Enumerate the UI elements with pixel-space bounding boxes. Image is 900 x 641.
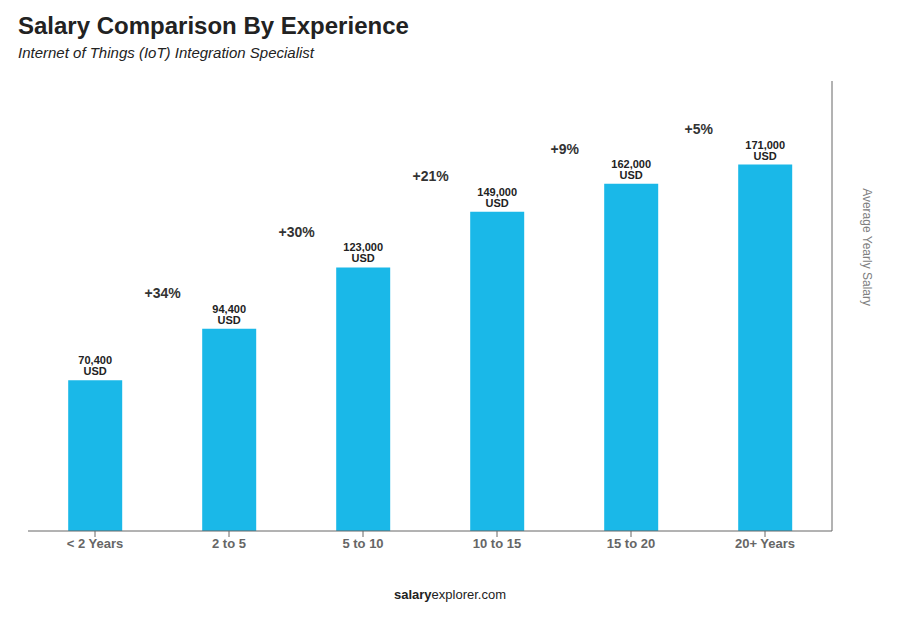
svg-text:2 to 5: 2 to 5 <box>212 536 246 551</box>
svg-text:+34%: +34% <box>145 285 182 301</box>
svg-text:+9%: +9% <box>550 141 579 157</box>
svg-text:10 to 15: 10 to 15 <box>473 536 521 551</box>
svg-text:+30%: +30% <box>279 224 316 240</box>
svg-text:123,000USD: 123,000USD <box>343 241 383 264</box>
svg-text:5 to 10: 5 to 10 <box>342 536 383 551</box>
html-text:Salary Comparison By Experienc: Salary Comparison By Experience <box>18 12 409 39</box>
svg-text:20+ Years: 20+ Years <box>735 536 795 551</box>
svg-text:171,000USD: 171,000USD <box>745 139 785 162</box>
svg-text:70,400USD: 70,400USD <box>78 354 112 377</box>
svg-text:+21%: +21% <box>413 168 450 184</box>
svg-text:15 to 20: 15 to 20 <box>607 536 655 551</box>
html-text:salary explorer.com: salary explorer.com <box>394 587 506 602</box>
svg-text:< 2 Years: < 2 Years <box>67 536 124 551</box>
svg-text:94,400USD: 94,400USD <box>212 303 246 326</box>
svg-text:Average Yearly Salary: Average Yearly Salary <box>860 188 874 306</box>
html-text:Internet of Things (IoT) Integ: Internet of Things (IoT) Integration Spe… <box>18 44 314 61</box>
svg-text:162,000USD: 162,000USD <box>611 158 651 181</box>
svg-text:+5%: +5% <box>684 121 713 137</box>
svg-text:149,000USD: 149,000USD <box>477 186 517 209</box>
